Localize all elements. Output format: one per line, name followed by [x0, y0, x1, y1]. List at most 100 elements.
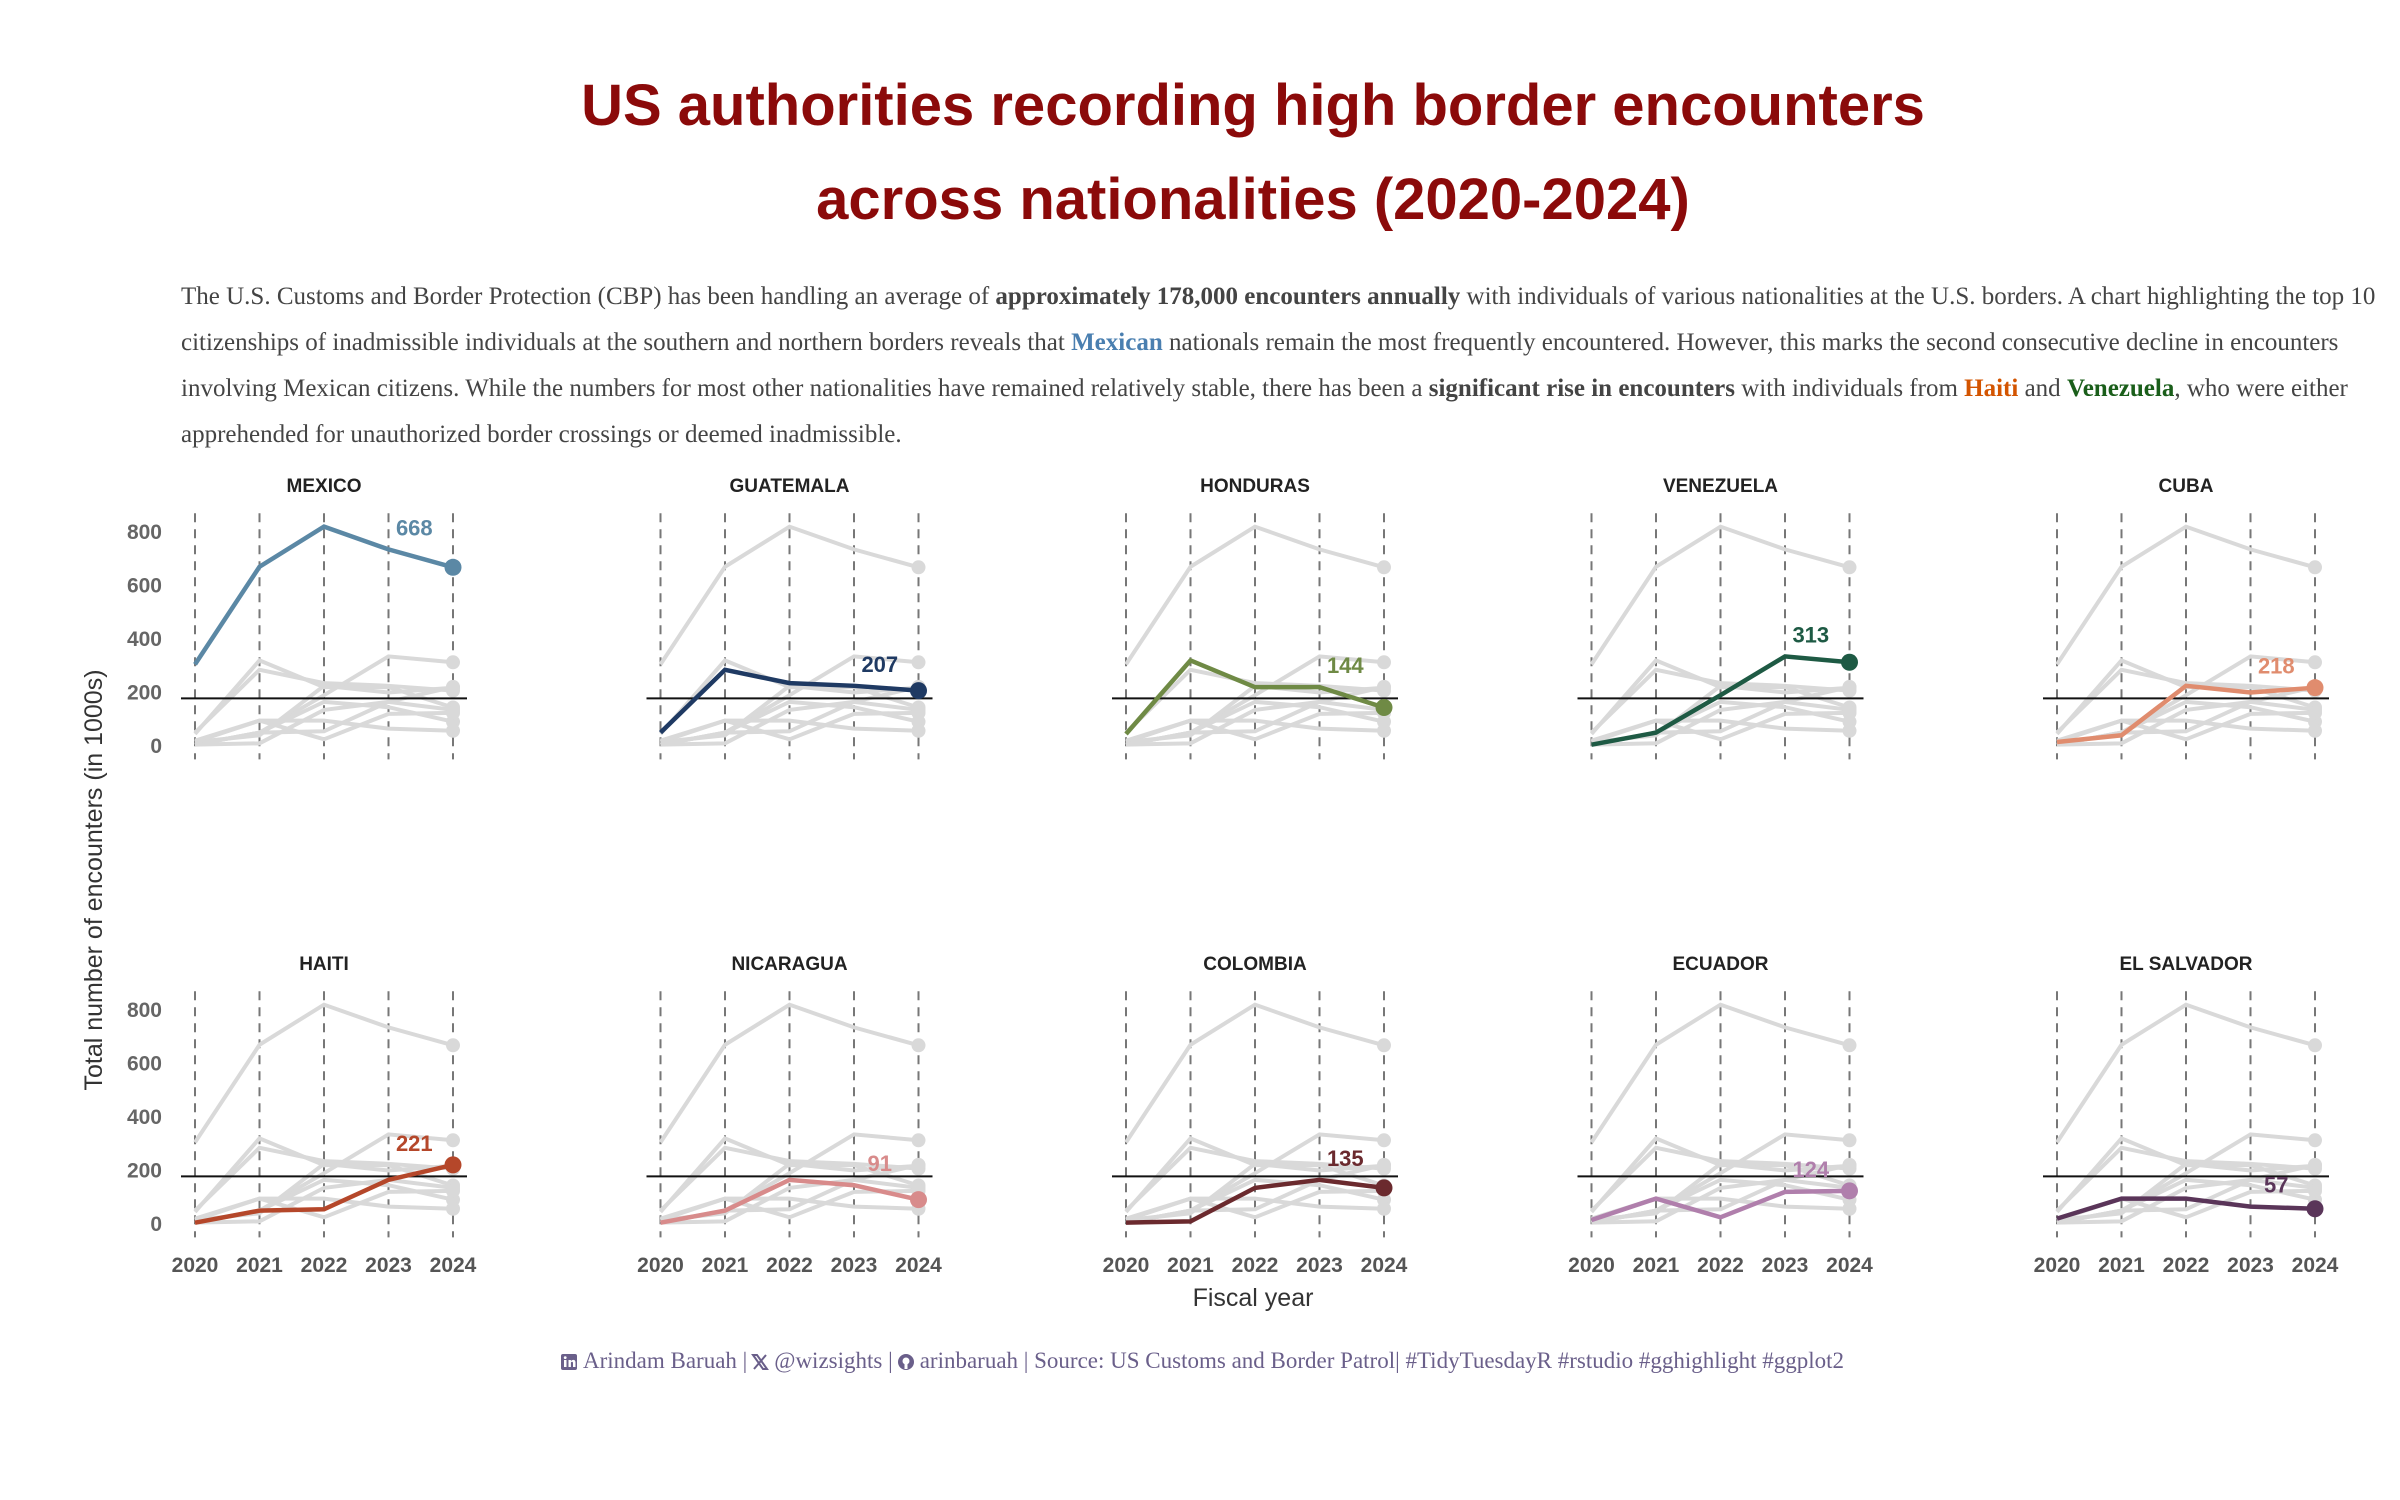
- context-line: [1591, 1177, 1850, 1225]
- linkedin-icon: [560, 1354, 577, 1370]
- context-line: [2055, 1002, 2316, 1144]
- series-line: [1124, 657, 1385, 736]
- context-line: [1590, 667, 1850, 735]
- y-tick-label: 800: [127, 521, 162, 544]
- y-tick-label: 600: [127, 575, 162, 598]
- context-point: [1377, 1133, 1391, 1148]
- context-point: [1842, 1038, 1857, 1053]
- x-tick-label: 2024: [2292, 1254, 2339, 1277]
- caption-text: arinbaruah | Source: US Customs and Bord…: [919, 1348, 1845, 1373]
- context-line: [194, 1177, 454, 1225]
- context-line: [658, 524, 920, 666]
- x-tick-label: 2023: [2227, 1254, 2274, 1277]
- context-line: [2055, 667, 2316, 735]
- value-label: 144: [1327, 653, 1364, 678]
- x-tick-label: 2021: [1633, 1254, 1680, 1277]
- context-point: [2308, 560, 2322, 575]
- context-line: [1125, 718, 1385, 743]
- context-point: [2308, 723, 2322, 738]
- x-tick-label: 2022: [301, 1254, 348, 1277]
- context-line: [1124, 1002, 1385, 1144]
- subtitle-text: with individuals from: [1735, 375, 1965, 402]
- context-point: [446, 679, 460, 694]
- x-tick-label: 2022: [2163, 1254, 2210, 1277]
- x-tick-label: 2021: [702, 1254, 749, 1277]
- context-point: [446, 1183, 460, 1198]
- y-tick-label: 600: [127, 1053, 162, 1076]
- context-point: [2308, 655, 2322, 670]
- subtitle-emphasis: Mexican: [1071, 329, 1163, 356]
- context-line: [1589, 524, 1851, 666]
- end-point: [910, 1191, 927, 1209]
- context-line: [659, 1145, 919, 1213]
- context-point: [446, 1038, 460, 1053]
- y-tick-label: 0: [150, 735, 162, 758]
- context-point: [911, 1157, 926, 1172]
- subtitle-text: with individuals of various nationalitie…: [181, 283, 2376, 356]
- panel: GUATEMALA 207: [646, 476, 933, 760]
- x-icon: [751, 1354, 770, 1370]
- context-point: [911, 1133, 926, 1148]
- chart-title: US authorities recording high border enc…: [581, 73, 1925, 138]
- context-point: [1842, 1133, 1857, 1148]
- context-line: [193, 1002, 454, 1144]
- context-line: [194, 699, 454, 747]
- context-line: [1124, 524, 1385, 666]
- caption-text: @wizsights |: [774, 1348, 893, 1373]
- context-point: [911, 560, 926, 575]
- series-line: [1125, 1177, 1385, 1225]
- series-line: [1591, 654, 1850, 747]
- panel-title: EL SALVADOR: [2119, 954, 2252, 975]
- x-tick-label: 2021: [236, 1254, 283, 1277]
- context-line: [659, 1196, 919, 1221]
- context-line: [2056, 699, 2316, 747]
- end-point: [1375, 1179, 1393, 1197]
- panel-title: CUBA: [2159, 476, 2214, 497]
- panel: HONDURAS 144: [1112, 476, 1398, 760]
- x-tick-label: 2020: [1568, 1254, 1615, 1277]
- panel: HAITI 2020 2021 2022 2023 2024 0 200 400 600 800 22…: [127, 954, 477, 1277]
- panel-title: HAITI: [299, 954, 349, 975]
- context-line: [193, 1145, 454, 1213]
- context-point: [2308, 1133, 2322, 1148]
- context-point: [911, 723, 926, 738]
- subtitle-emphasis: Haiti: [1964, 375, 2019, 402]
- github-icon: [897, 1354, 914, 1370]
- end-point: [444, 1156, 462, 1174]
- y-tick-label: 200: [127, 682, 162, 705]
- x-axis-label: Fiscal year: [1193, 1284, 1314, 1312]
- context-point: [446, 1201, 460, 1216]
- context-line: [2055, 524, 2316, 666]
- context-point: [1377, 1038, 1391, 1053]
- value-label: 221: [396, 1131, 433, 1156]
- x-tick-label: 2022: [1232, 1254, 1279, 1277]
- value-label: 207: [861, 652, 898, 677]
- panel-title: COLOMBIA: [1203, 954, 1307, 975]
- value-label: 57: [2264, 1173, 2288, 1198]
- context-point: [1842, 723, 1857, 738]
- context-point: [911, 655, 926, 670]
- context-point: [446, 1133, 460, 1148]
- context-line: [1125, 699, 1385, 747]
- context-line: [660, 1177, 919, 1225]
- context-line: [1589, 1002, 1851, 1144]
- context-point: [1377, 723, 1391, 738]
- context-point: [1842, 679, 1857, 694]
- context-point: [1377, 560, 1391, 575]
- context-point: [2308, 705, 2322, 720]
- x-tick-label: 2021: [1167, 1254, 1214, 1277]
- x-tick-label: 2020: [2034, 1254, 2081, 1277]
- x-tick-label: 2024: [895, 1254, 942, 1277]
- series-line: [1590, 1188, 1850, 1223]
- panel: COLOMBIA 2020 2021 2022 2023 2024 135: [1103, 954, 1408, 1277]
- x-tick-label: 2023: [831, 1254, 878, 1277]
- value-label: 313: [1792, 622, 1829, 647]
- end-point: [1841, 1182, 1858, 1200]
- context-point: [911, 705, 926, 720]
- series-line: [193, 524, 454, 666]
- context-line: [659, 718, 919, 743]
- context-point: [1377, 655, 1391, 670]
- x-tick-label: 2020: [637, 1254, 684, 1277]
- context-line: [2056, 1177, 2316, 1225]
